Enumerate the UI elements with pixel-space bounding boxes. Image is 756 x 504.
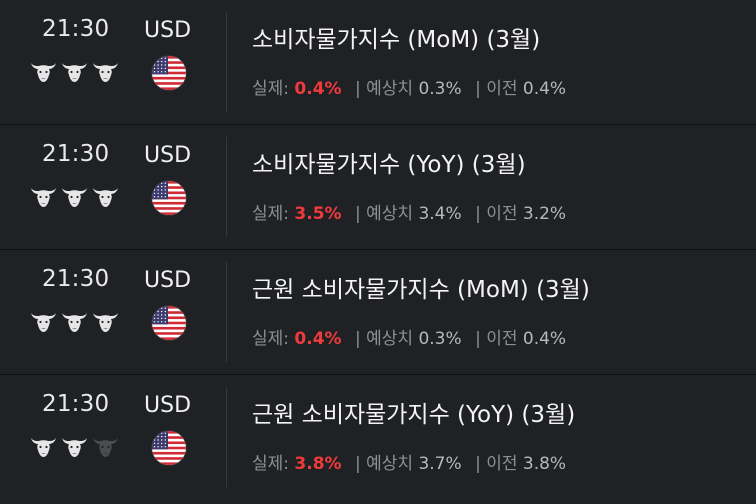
event-row[interactable]: 21:30 USD 소비자물가지수 (MoM) (3월) 실제: 0.4% | … — [0, 0, 756, 125]
event-title[interactable]: 소비자물가지수 (YoY) (3월) — [252, 152, 526, 178]
bull-icon — [30, 60, 57, 84]
actual-value: 0.4% — [294, 79, 342, 99]
event-row[interactable]: 21:30 USD 근원 소비자물가지수 (YoY) (3월) 실제: 3.8%… — [0, 375, 756, 500]
bull-icon — [92, 185, 119, 209]
column-divider — [226, 262, 227, 362]
previous-label: | 이전 — [475, 204, 518, 224]
event-title[interactable]: 근원 소비자물가지수 (YoY) (3월) — [252, 402, 576, 428]
us-flag-icon — [152, 431, 186, 465]
event-currency: USD — [144, 18, 192, 43]
event-currency: USD — [144, 143, 192, 168]
importance-rating — [30, 435, 119, 459]
forecast-label: | 예상치 — [354, 79, 414, 99]
forecast-label: | 예상치 — [354, 454, 414, 474]
bull-icon — [61, 435, 88, 459]
bull-icon — [92, 310, 119, 334]
us-flag-icon — [152, 56, 186, 90]
event-values: 실제: 0.4% | 예상치 0.3% | 이전 0.4% — [252, 324, 566, 349]
forecast-value: 3.7% — [418, 454, 462, 474]
bull-icon — [30, 310, 57, 334]
importance-rating — [30, 310, 119, 334]
actual-value: 0.4% — [294, 329, 342, 349]
event-row[interactable]: 21:30 USD 근원 소비자물가지수 (MoM) (3월) 실제: 0.4%… — [0, 250, 756, 375]
previous-value: 0.4% — [522, 79, 567, 99]
importance-rating — [30, 185, 119, 209]
bull-icon — [92, 60, 119, 84]
bull-icon — [61, 310, 88, 334]
event-values: 실제: 3.5% | 예상치 3.4% | 이전 3.2% — [252, 199, 566, 224]
column-divider — [226, 137, 227, 237]
forecast-value: 0.3% — [418, 329, 462, 349]
event-title[interactable]: 근원 소비자물가지수 (MoM) (3월) — [252, 277, 590, 303]
actual-label: 실제: — [252, 329, 290, 349]
bull-icon — [61, 60, 88, 84]
bull-icon — [30, 435, 57, 459]
bull-icon — [61, 185, 88, 209]
column-divider — [226, 387, 227, 487]
event-row[interactable]: 21:30 USD 소비자물가지수 (YoY) (3월) 실제: 3.5% | … — [0, 125, 756, 250]
actual-value: 3.5% — [294, 204, 342, 224]
forecast-label: | 예상치 — [354, 204, 414, 224]
event-time: 21:30 — [42, 141, 110, 167]
forecast-value: 0.3% — [418, 79, 462, 99]
us-flag-icon — [152, 181, 186, 215]
previous-value: 3.2% — [522, 204, 567, 224]
event-time: 21:30 — [42, 266, 110, 292]
previous-value: 3.8% — [522, 454, 567, 474]
previous-label: | 이전 — [475, 79, 518, 99]
event-time: 21:30 — [42, 391, 110, 417]
event-values: 실제: 3.8% | 예상치 3.7% | 이전 3.8% — [252, 449, 566, 474]
previous-label: | 이전 — [475, 454, 518, 474]
us-flag-icon — [152, 306, 186, 340]
bull-icon — [92, 435, 119, 459]
previous-label: | 이전 — [475, 329, 518, 349]
column-divider — [226, 12, 227, 112]
event-time: 21:30 — [42, 16, 110, 42]
actual-value: 3.8% — [294, 454, 342, 474]
forecast-label: | 예상치 — [354, 329, 414, 349]
actual-label: 실제: — [252, 204, 290, 224]
forecast-value: 3.4% — [418, 204, 462, 224]
previous-value: 0.4% — [522, 329, 567, 349]
event-currency: USD — [144, 268, 192, 293]
actual-label: 실제: — [252, 79, 290, 99]
event-currency: USD — [144, 393, 192, 418]
importance-rating — [30, 60, 119, 84]
event-values: 실제: 0.4% | 예상치 0.3% | 이전 0.4% — [252, 74, 566, 99]
actual-label: 실제: — [252, 454, 290, 474]
event-title[interactable]: 소비자물가지수 (MoM) (3월) — [252, 27, 541, 53]
bull-icon — [30, 185, 57, 209]
